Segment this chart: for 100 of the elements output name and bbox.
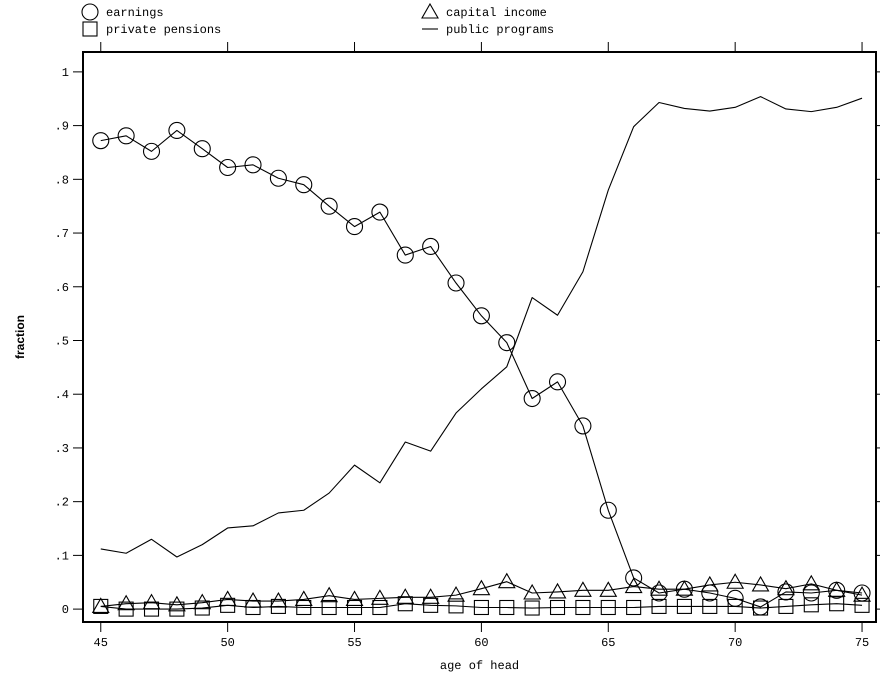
point (245, 600, 261, 616)
x-tick-label: 75 (854, 636, 870, 650)
point (320, 587, 338, 602)
point (472, 580, 490, 596)
legend-label: private pensions (106, 23, 222, 37)
point (270, 170, 287, 187)
point (829, 596, 844, 612)
y-tick-label: .8 (54, 173, 69, 188)
point (802, 575, 820, 590)
point (295, 176, 312, 194)
point (524, 584, 541, 600)
y-tick-label: .7 (54, 227, 69, 242)
point (244, 592, 262, 608)
point (270, 592, 287, 608)
point (701, 584, 718, 602)
point (346, 590, 364, 606)
point (194, 140, 211, 158)
point (702, 598, 718, 614)
point (600, 582, 617, 597)
point (296, 600, 312, 616)
point (244, 156, 262, 174)
legend-label: capital income (446, 6, 547, 20)
point (548, 583, 566, 598)
point (650, 584, 668, 602)
legend-label: earnings (106, 6, 164, 20)
point (168, 596, 186, 612)
x-tick-label: 55 (347, 636, 362, 650)
point (270, 598, 286, 614)
point (726, 590, 744, 607)
point (142, 594, 160, 610)
y-tick-label: 0 (62, 603, 69, 618)
point (320, 198, 338, 215)
point (447, 586, 465, 602)
x-axis-title: age of head (440, 659, 520, 673)
point (650, 580, 668, 596)
point (802, 584, 820, 602)
point (651, 598, 667, 614)
point (118, 127, 135, 144)
y-tick-label: .4 (54, 388, 69, 402)
point (346, 600, 362, 616)
point (777, 583, 794, 600)
y-tick-label: .5 (54, 334, 69, 348)
point (142, 142, 160, 160)
point (448, 598, 464, 614)
point (726, 574, 744, 589)
point (524, 600, 540, 616)
point (372, 600, 388, 616)
point (778, 598, 794, 614)
y-tick-label: .6 (54, 280, 69, 295)
point (625, 569, 642, 586)
point (371, 204, 388, 221)
point (194, 600, 210, 616)
point (498, 573, 516, 588)
legend-label: public programs (446, 23, 554, 37)
x-tick-label: 70 (728, 636, 742, 650)
point (295, 590, 312, 606)
y-tick-label: .1 (54, 549, 69, 564)
point (371, 590, 388, 605)
x-tick-label: 65 (601, 636, 616, 650)
point (474, 600, 489, 616)
point (574, 417, 592, 434)
point (625, 578, 642, 594)
point (396, 246, 414, 264)
point (752, 576, 770, 592)
point (220, 598, 236, 613)
point (169, 602, 184, 617)
y-tick-label: .9 (54, 120, 69, 134)
point (219, 158, 236, 176)
point (804, 597, 819, 612)
y-tick-label: 1 (62, 66, 69, 80)
x-tick-label: 50 (220, 636, 235, 650)
point (194, 594, 211, 610)
y-axis-title: fraction (13, 314, 27, 360)
point (854, 598, 870, 613)
y-tick-label: .3 (54, 442, 69, 456)
point (118, 602, 134, 617)
y-tick-label: .2 (54, 496, 69, 510)
point (626, 600, 642, 616)
point (346, 218, 364, 236)
point (422, 588, 440, 604)
point (574, 582, 592, 597)
point (777, 580, 794, 596)
point (423, 598, 438, 613)
point (144, 602, 160, 617)
point (575, 600, 590, 616)
point (219, 590, 236, 606)
x-tick-label: 60 (474, 636, 489, 650)
point (472, 307, 490, 324)
point (548, 373, 566, 390)
point (728, 598, 743, 614)
point (92, 132, 110, 150)
point (524, 390, 541, 408)
point (676, 598, 692, 614)
point (550, 600, 566, 616)
point (422, 238, 440, 256)
point (600, 502, 617, 519)
point (396, 588, 414, 604)
point (322, 600, 337, 616)
point (499, 600, 514, 616)
point (118, 595, 135, 610)
